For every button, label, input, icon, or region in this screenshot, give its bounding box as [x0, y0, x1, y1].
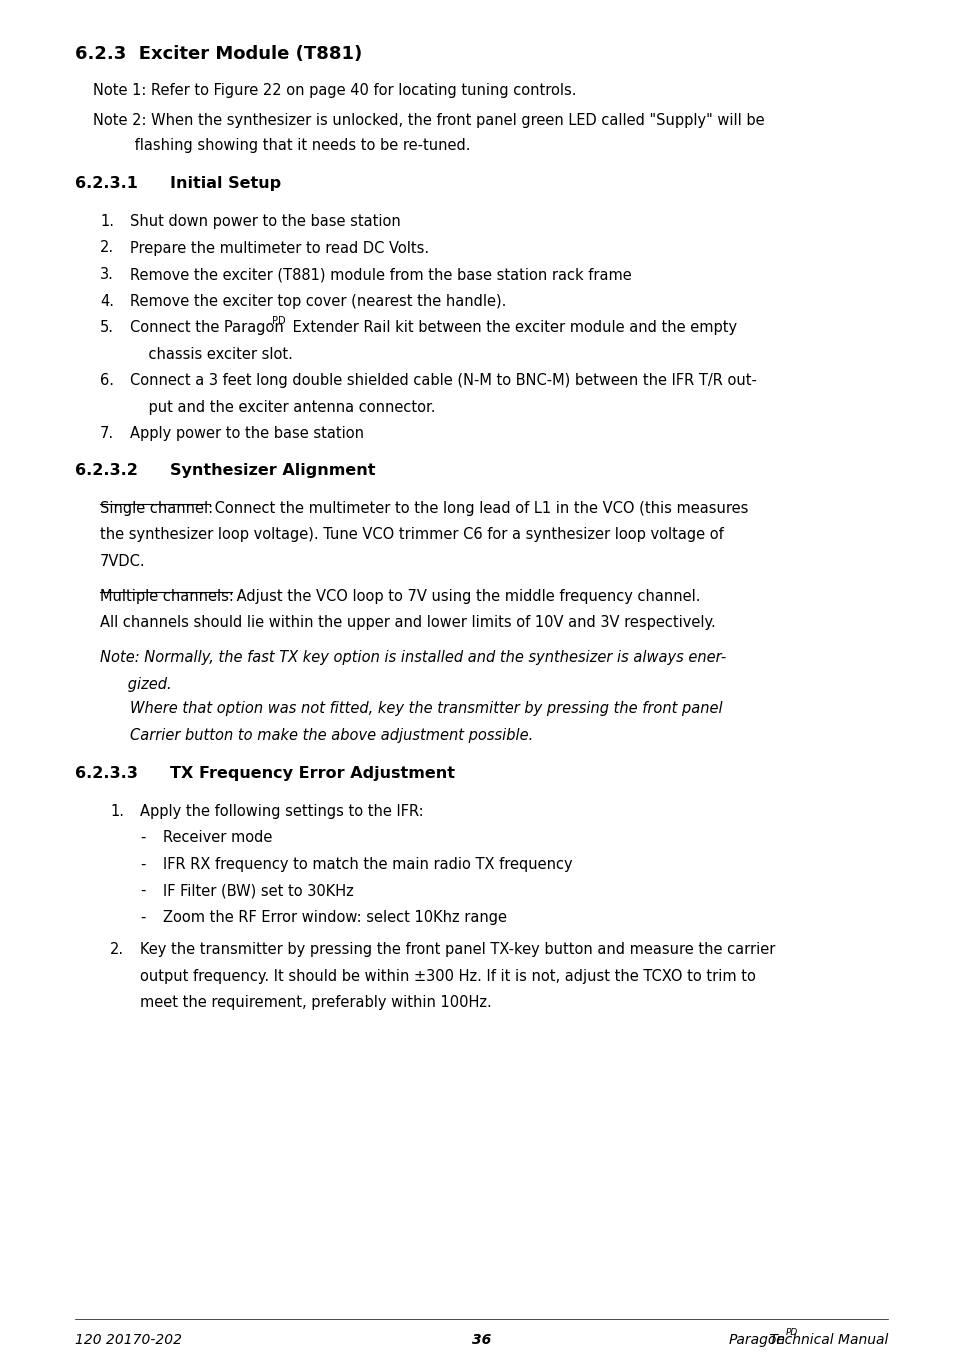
Text: flashing showing that it needs to be re-tuned.: flashing showing that it needs to be re-…	[93, 138, 471, 153]
Text: Where that option was not fitted, key the transmitter by pressing the front pane: Where that option was not fitted, key th…	[130, 701, 722, 716]
Text: Paragon: Paragon	[729, 1333, 786, 1347]
Text: put and the exciter antenna connector.: put and the exciter antenna connector.	[130, 399, 435, 414]
Text: 7.: 7.	[100, 426, 115, 441]
Text: the synthesizer loop voltage). Tune VCO trimmer C6 for a synthesizer loop voltag: the synthesizer loop voltage). Tune VCO …	[100, 527, 724, 542]
Text: -: -	[140, 856, 145, 872]
Text: Adjust the VCO loop to 7V using the middle frequency channel.: Adjust the VCO loop to 7V using the midd…	[232, 589, 701, 604]
Text: 6.: 6.	[100, 373, 114, 388]
Text: gized.: gized.	[100, 676, 171, 691]
Text: Connect a 3 feet long double shielded cable (N-M to BNC-M) between the IFR T/R o: Connect a 3 feet long double shielded ca…	[130, 373, 757, 388]
Text: PD: PD	[272, 316, 285, 325]
Text: Shut down power to the base station: Shut down power to the base station	[130, 214, 401, 229]
Text: 6.2.3.2: 6.2.3.2	[75, 463, 138, 478]
Text: TX Frequency Error Adjustment: TX Frequency Error Adjustment	[170, 765, 455, 780]
Text: 6.2.3  Exciter Module (T881): 6.2.3 Exciter Module (T881)	[75, 45, 362, 63]
Text: Connect the Paragon: Connect the Paragon	[130, 320, 284, 335]
Text: Remove the exciter top cover (nearest the handle).: Remove the exciter top cover (nearest th…	[130, 294, 507, 309]
Text: 7VDC.: 7VDC.	[100, 553, 145, 568]
Text: PD: PD	[786, 1328, 798, 1337]
Text: 2.: 2.	[100, 240, 115, 255]
Text: Note 1: Refer to Figure 22 on page 40 for locating tuning controls.: Note 1: Refer to Figure 22 on page 40 fo…	[93, 83, 577, 98]
Text: Zoom the RF Error window: select 10Khz range: Zoom the RF Error window: select 10Khz r…	[163, 910, 507, 925]
Text: Multiple channels:: Multiple channels:	[100, 589, 234, 604]
Text: meet the requirement, preferably within 100Hz.: meet the requirement, preferably within …	[140, 994, 492, 1009]
Text: 120 20170-202: 120 20170-202	[75, 1333, 182, 1347]
Text: 36: 36	[472, 1333, 491, 1347]
Text: Apply the following settings to the IFR:: Apply the following settings to the IFR:	[140, 803, 424, 818]
Text: Note 2: When the synthesizer is unlocked, the front panel green LED called "Supp: Note 2: When the synthesizer is unlocked…	[93, 113, 765, 128]
Text: All channels should lie within the upper and lower limits of 10V and 3V respecti: All channels should lie within the upper…	[100, 615, 716, 630]
Text: Technical Manual: Technical Manual	[765, 1333, 888, 1347]
Text: chassis exciter slot.: chassis exciter slot.	[130, 347, 293, 362]
Text: Single channel:: Single channel:	[100, 500, 213, 515]
Text: Extender Rail kit between the exciter module and the empty: Extender Rail kit between the exciter mo…	[288, 320, 737, 335]
Text: Initial Setup: Initial Setup	[170, 176, 281, 191]
Text: 6.2.3.3: 6.2.3.3	[75, 765, 138, 780]
Text: 1.: 1.	[110, 803, 124, 818]
Text: Connect the multimeter to the long lead of L1 in the VCO (this measures: Connect the multimeter to the long lead …	[210, 500, 748, 515]
Text: 5.: 5.	[100, 320, 114, 335]
Text: Synthesizer Alignment: Synthesizer Alignment	[170, 463, 376, 478]
Text: -: -	[140, 910, 145, 925]
Text: Apply power to the base station: Apply power to the base station	[130, 426, 364, 441]
Text: 6.2.3.1: 6.2.3.1	[75, 176, 138, 191]
Text: 3.: 3.	[100, 266, 114, 281]
Text: -: -	[140, 831, 145, 846]
Text: 4.: 4.	[100, 294, 114, 309]
Text: IFR RX frequency to match the main radio TX frequency: IFR RX frequency to match the main radio…	[163, 856, 573, 872]
Text: IF Filter (BW) set to 30KHz: IF Filter (BW) set to 30KHz	[163, 882, 353, 897]
Text: Receiver mode: Receiver mode	[163, 831, 273, 846]
Text: Note: Normally, the fast TX key option is installed and the synthesizer is alway: Note: Normally, the fast TX key option i…	[100, 650, 726, 665]
Text: output frequency. It should be within ±300 Hz. If it is not, adjust the TCXO to : output frequency. It should be within ±3…	[140, 968, 756, 984]
Text: Prepare the multimeter to read DC Volts.: Prepare the multimeter to read DC Volts.	[130, 240, 429, 255]
Text: Remove the exciter (T881) module from the base station rack frame: Remove the exciter (T881) module from th…	[130, 266, 632, 281]
Text: 2.: 2.	[110, 943, 124, 958]
Text: Key the transmitter by pressing the front panel TX-key button and measure the ca: Key the transmitter by pressing the fron…	[140, 943, 775, 958]
Text: 1.: 1.	[100, 214, 114, 229]
Text: -: -	[140, 882, 145, 897]
Text: Carrier button to make the above adjustment possible.: Carrier button to make the above adjustm…	[130, 728, 534, 743]
